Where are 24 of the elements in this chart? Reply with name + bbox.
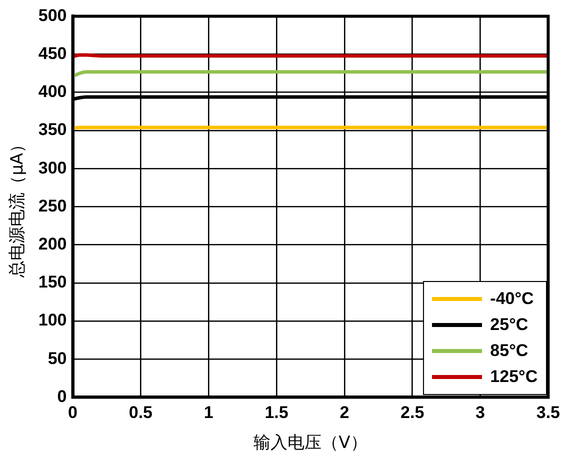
y-tick-label: 100 <box>38 310 67 330</box>
x-axis-title: 输入电压（V） <box>254 433 368 454</box>
legend-label: -40°C <box>490 289 534 310</box>
y-tick-label: 200 <box>38 234 67 254</box>
x-tick-label: 0.5 <box>128 403 152 422</box>
legend-label: 125°C <box>490 367 538 388</box>
y-tick-label: 400 <box>38 82 67 102</box>
y-tick-label: 300 <box>38 158 67 178</box>
x-tick-label: 2.5 <box>400 403 424 422</box>
legend-label: 85°C <box>490 341 528 362</box>
x-tick-label: 1 <box>204 403 214 422</box>
y-tick-label: 0 <box>57 386 67 406</box>
y-tick-label: 250 <box>38 196 67 216</box>
y-axis-title: 总电源电流（μA） <box>8 136 28 278</box>
legend-label: 25°C <box>490 315 528 336</box>
y-tick-label: 350 <box>38 120 67 140</box>
x-tick-label: 1.5 <box>264 403 288 422</box>
x-tick-label: 2 <box>340 403 350 422</box>
y-tick-label: 450 <box>38 44 67 63</box>
x-tick-label: 3.5 <box>536 403 560 422</box>
x-tick-label: 3 <box>476 403 485 422</box>
y-tick-label: 50 <box>48 348 67 368</box>
y-tick-label: 150 <box>38 272 67 292</box>
y-tick-label: 500 <box>38 6 67 25</box>
